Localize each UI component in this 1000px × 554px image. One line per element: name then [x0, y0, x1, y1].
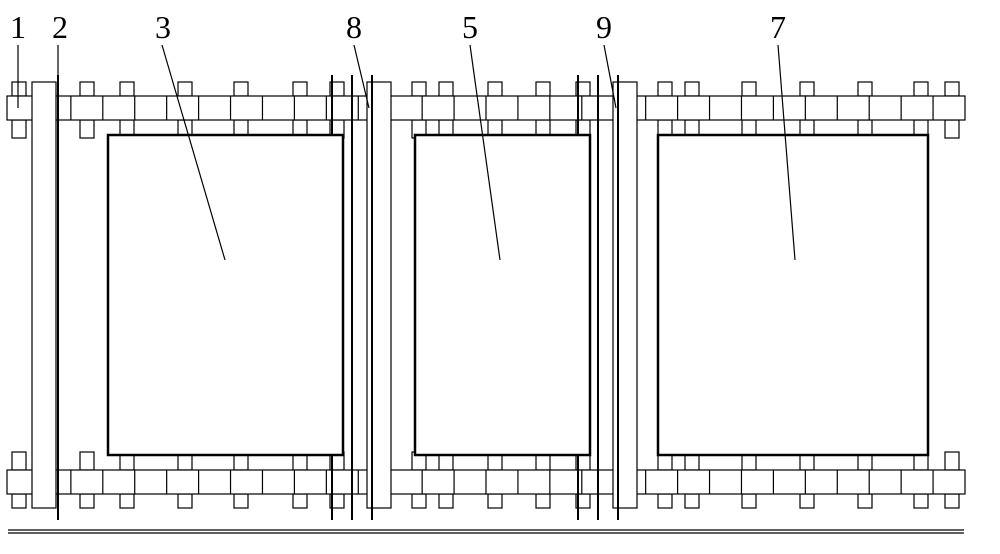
stud-bot — [293, 494, 307, 508]
stud-bot — [858, 494, 872, 508]
stud-top — [488, 82, 502, 96]
stud-inner-top — [80, 120, 94, 138]
stud-top — [178, 82, 192, 96]
stud-bot — [945, 494, 959, 508]
stud-top — [658, 82, 672, 96]
label-9: 9 — [596, 9, 612, 45]
stud-top — [120, 82, 134, 96]
panel5 — [415, 135, 590, 455]
label-5: 5 — [462, 9, 478, 45]
stud-bot — [120, 494, 134, 508]
stud-bot — [658, 494, 672, 508]
wide-column — [367, 82, 391, 508]
technical-diagram: 12 3 8 5 9 7 — [0, 0, 1000, 554]
panel7 — [658, 135, 928, 455]
stud-bot — [685, 494, 699, 508]
stud-bot — [178, 494, 192, 508]
stud-top — [536, 82, 550, 96]
stud-bot — [800, 494, 814, 508]
stud-top — [858, 82, 872, 96]
label-1: 1 — [10, 9, 26, 45]
stud-bot — [439, 494, 453, 508]
stud-top — [800, 82, 814, 96]
stud-bot — [412, 494, 426, 508]
stud-bot — [80, 494, 94, 508]
label-2: 2 — [52, 9, 68, 45]
label-3: 3 — [155, 9, 171, 45]
stud-inner-top — [12, 120, 26, 138]
stud-bot — [12, 494, 26, 508]
stud-inner-bot — [945, 452, 959, 470]
label-8: 8 — [346, 9, 362, 45]
stud-top — [945, 82, 959, 96]
stud-top — [914, 82, 928, 96]
wide-column — [32, 82, 56, 508]
label-7: 7 — [770, 9, 786, 45]
wide-column — [613, 82, 637, 508]
stud-bot — [234, 494, 248, 508]
stud-top — [685, 82, 699, 96]
stud-top — [234, 82, 248, 96]
stud-inner-bot — [12, 452, 26, 470]
stud-top — [412, 82, 426, 96]
stud-inner-bot — [80, 452, 94, 470]
stud-bot — [742, 494, 756, 508]
stud-bot — [914, 494, 928, 508]
stud-bot — [488, 494, 502, 508]
stud-top — [742, 82, 756, 96]
stud-top — [293, 82, 307, 96]
stud-top — [12, 82, 26, 96]
stud-inner-top — [945, 120, 959, 138]
stud-top — [80, 82, 94, 96]
stud-top — [439, 82, 453, 96]
stud-bot — [536, 494, 550, 508]
panel3 — [108, 135, 343, 455]
